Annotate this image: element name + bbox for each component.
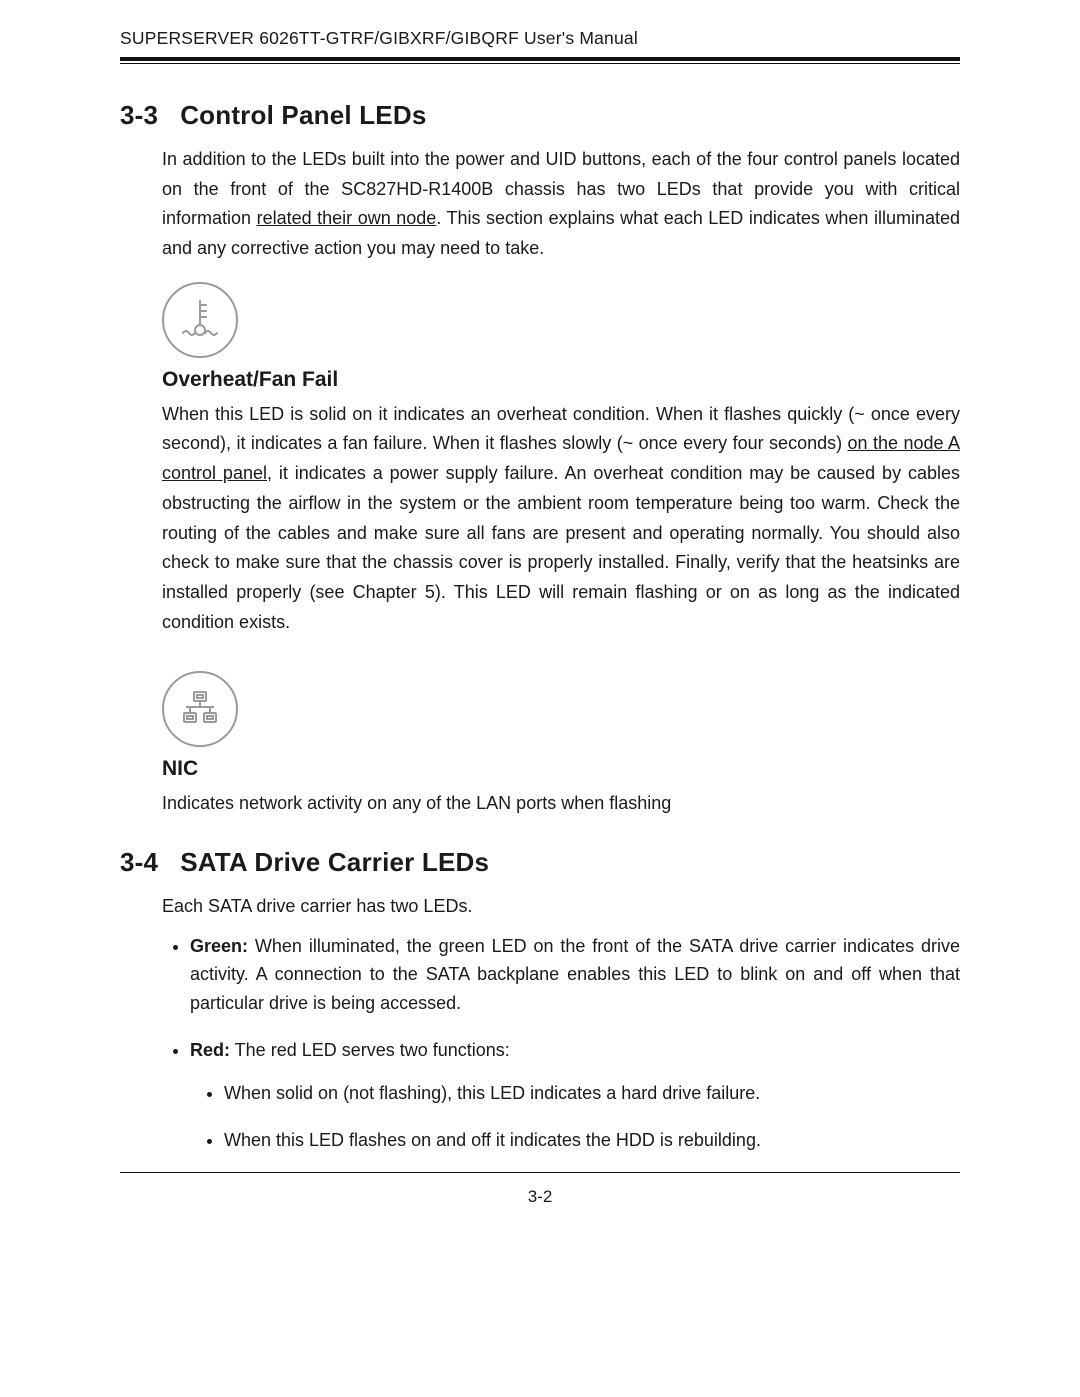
nic-icon-wrap — [162, 671, 960, 747]
page-number: 3-2 — [120, 1187, 960, 1207]
overheat-heading: Overheat/Fan Fail — [162, 368, 960, 392]
green-label: Green: — [190, 936, 248, 956]
overheat-icon-wrap — [162, 282, 960, 358]
section-title: Control Panel LEDs — [180, 100, 426, 130]
overheat-body-post: , it indicates a power supply failure. A… — [162, 463, 960, 631]
led-list: Green: When illuminated, the green LED o… — [120, 932, 960, 1155]
green-text: When illuminated, the green LED on the f… — [190, 936, 960, 1014]
section-number: 3-4 — [120, 847, 158, 878]
overheat-body-pre: When this LED is solid on it indicates a… — [162, 404, 960, 454]
section-number: 3-3 — [120, 100, 158, 131]
bottom-rule — [120, 1172, 960, 1173]
red-sublist: When solid on (not flashing), this LED i… — [190, 1079, 960, 1155]
thermometer-icon — [162, 282, 238, 358]
section-3-3-heading: 3-3 Control Panel LEDs — [120, 100, 960, 131]
section-3-4-heading: 3-4 SATA Drive Carrier LEDs — [120, 847, 960, 878]
section-3-4-intro: Each SATA drive carrier has two LEDs. — [162, 892, 960, 922]
network-icon — [162, 671, 238, 747]
section-3-3-intro: In addition to the LEDs built into the p… — [162, 145, 960, 264]
red-sub-item: When solid on (not flashing), this LED i… — [224, 1079, 960, 1108]
top-double-rule-thin — [120, 63, 960, 64]
list-item-red: Red: The red LED serves two functions: W… — [190, 1036, 960, 1154]
nic-body: Indicates network activity on any of the… — [162, 789, 960, 819]
overheat-body: When this LED is solid on it indicates a… — [162, 400, 960, 638]
red-label: Red: — [190, 1040, 230, 1060]
intro-text-underlined: related their own node — [257, 208, 437, 228]
red-text: The red LED serves two functions: — [230, 1040, 510, 1060]
red-sub-item: When this LED flashes on and off it indi… — [224, 1126, 960, 1155]
running-head: SUPERSERVER 6026TT-GTRF/GIBXRF/GIBQRF Us… — [120, 28, 960, 55]
top-double-rule-thick — [120, 57, 960, 61]
page: SUPERSERVER 6026TT-GTRF/GIBXRF/GIBQRF Us… — [0, 0, 1080, 1397]
nic-heading: NIC — [162, 757, 960, 781]
list-item-green: Green: When illuminated, the green LED o… — [190, 932, 960, 1018]
section-title: SATA Drive Carrier LEDs — [180, 847, 489, 877]
